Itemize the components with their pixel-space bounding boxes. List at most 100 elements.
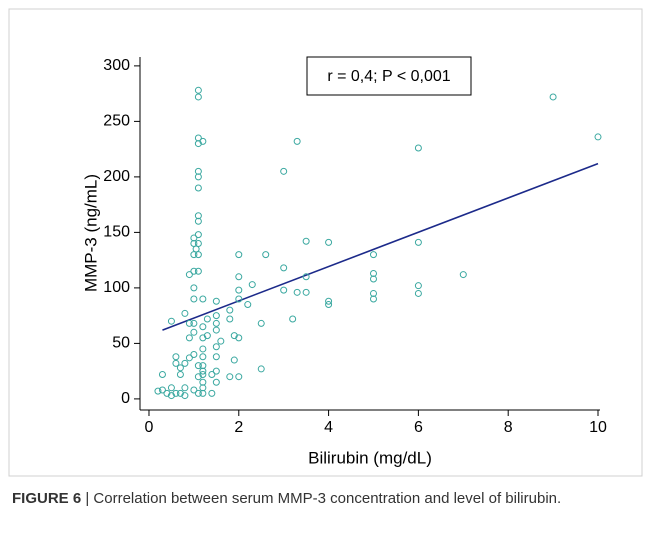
point [190,295,198,303]
y-tick-label: 250 [103,113,130,130]
y-axis-label: MMP-3 (ng/mL) [81,174,100,292]
x-tick-label: 4 [324,419,333,436]
point [194,167,202,175]
annotation-box [306,56,472,96]
point [185,334,193,342]
point [212,297,220,305]
y-tick-label: 50 [112,335,130,352]
point [181,384,189,392]
point [181,392,189,400]
point [235,273,243,281]
point [549,93,557,101]
point [262,251,270,259]
y-tick-label: 0 [121,390,130,407]
point [194,184,202,192]
point [212,343,220,351]
point [194,389,202,397]
x-tick-label: 6 [414,419,423,436]
point [158,370,166,378]
point [257,365,265,373]
caption-text: | Correlation between serum MMP-3 concen… [85,490,562,507]
point [176,370,184,378]
point [199,323,207,331]
point [203,315,211,323]
x-axis-label: Bilirubin (mg/dL) [308,448,432,467]
point [199,137,207,145]
point [212,319,220,327]
point [194,134,202,142]
point [176,364,184,372]
point [181,309,189,317]
point [325,238,333,246]
point [369,251,377,259]
point [203,332,211,340]
point [181,359,189,367]
point [194,239,202,247]
point [199,378,207,386]
point [194,251,202,259]
y-tick-label: 200 [103,168,130,185]
point [226,373,234,381]
point [212,378,220,386]
point [199,295,207,303]
point [199,370,207,378]
point [199,362,207,370]
point [235,251,243,259]
caption-label: FIGURE 6 [12,490,82,507]
point [185,271,193,279]
x-tick-label: 2 [234,419,243,436]
point [158,386,166,394]
figure-border [8,8,643,477]
point [293,137,301,145]
point [212,312,220,320]
point [369,289,377,297]
point [190,350,198,358]
point [280,264,288,272]
point [594,133,602,141]
point [190,284,198,292]
point [185,354,193,362]
point [226,315,234,323]
point [194,86,202,94]
point [369,269,377,277]
point [302,273,310,281]
point [248,281,256,289]
point [194,212,202,220]
point [194,267,202,275]
point [459,271,467,279]
fit-line [162,162,599,331]
point [199,345,207,353]
point [190,319,198,327]
point [289,315,297,323]
point [172,359,180,367]
point [280,167,288,175]
caption: FIGURE 6 | Correlation between serum MMP… [12,487,622,511]
point [235,286,243,294]
point [185,319,193,327]
point [244,301,252,309]
point [414,289,422,297]
point [154,387,162,395]
point [167,317,175,325]
point [325,301,333,309]
point [217,337,225,345]
point [194,231,202,239]
point [208,370,216,378]
point [226,306,234,314]
point [302,237,310,245]
point [194,93,202,101]
point [190,267,198,275]
point [414,282,422,290]
point [230,356,238,364]
point [172,389,180,397]
point [190,386,198,394]
chart: r = 0,4; P < 0,001 Bilirubin (mg/dL) MMP… [8,8,643,477]
point [167,384,175,392]
point [190,234,198,242]
y-tick-label: 150 [103,224,130,241]
annotation: r = 0,4; P < 0,001 [327,68,450,85]
point [257,319,265,327]
point [235,334,243,342]
y-tick-label: 300 [103,57,130,74]
